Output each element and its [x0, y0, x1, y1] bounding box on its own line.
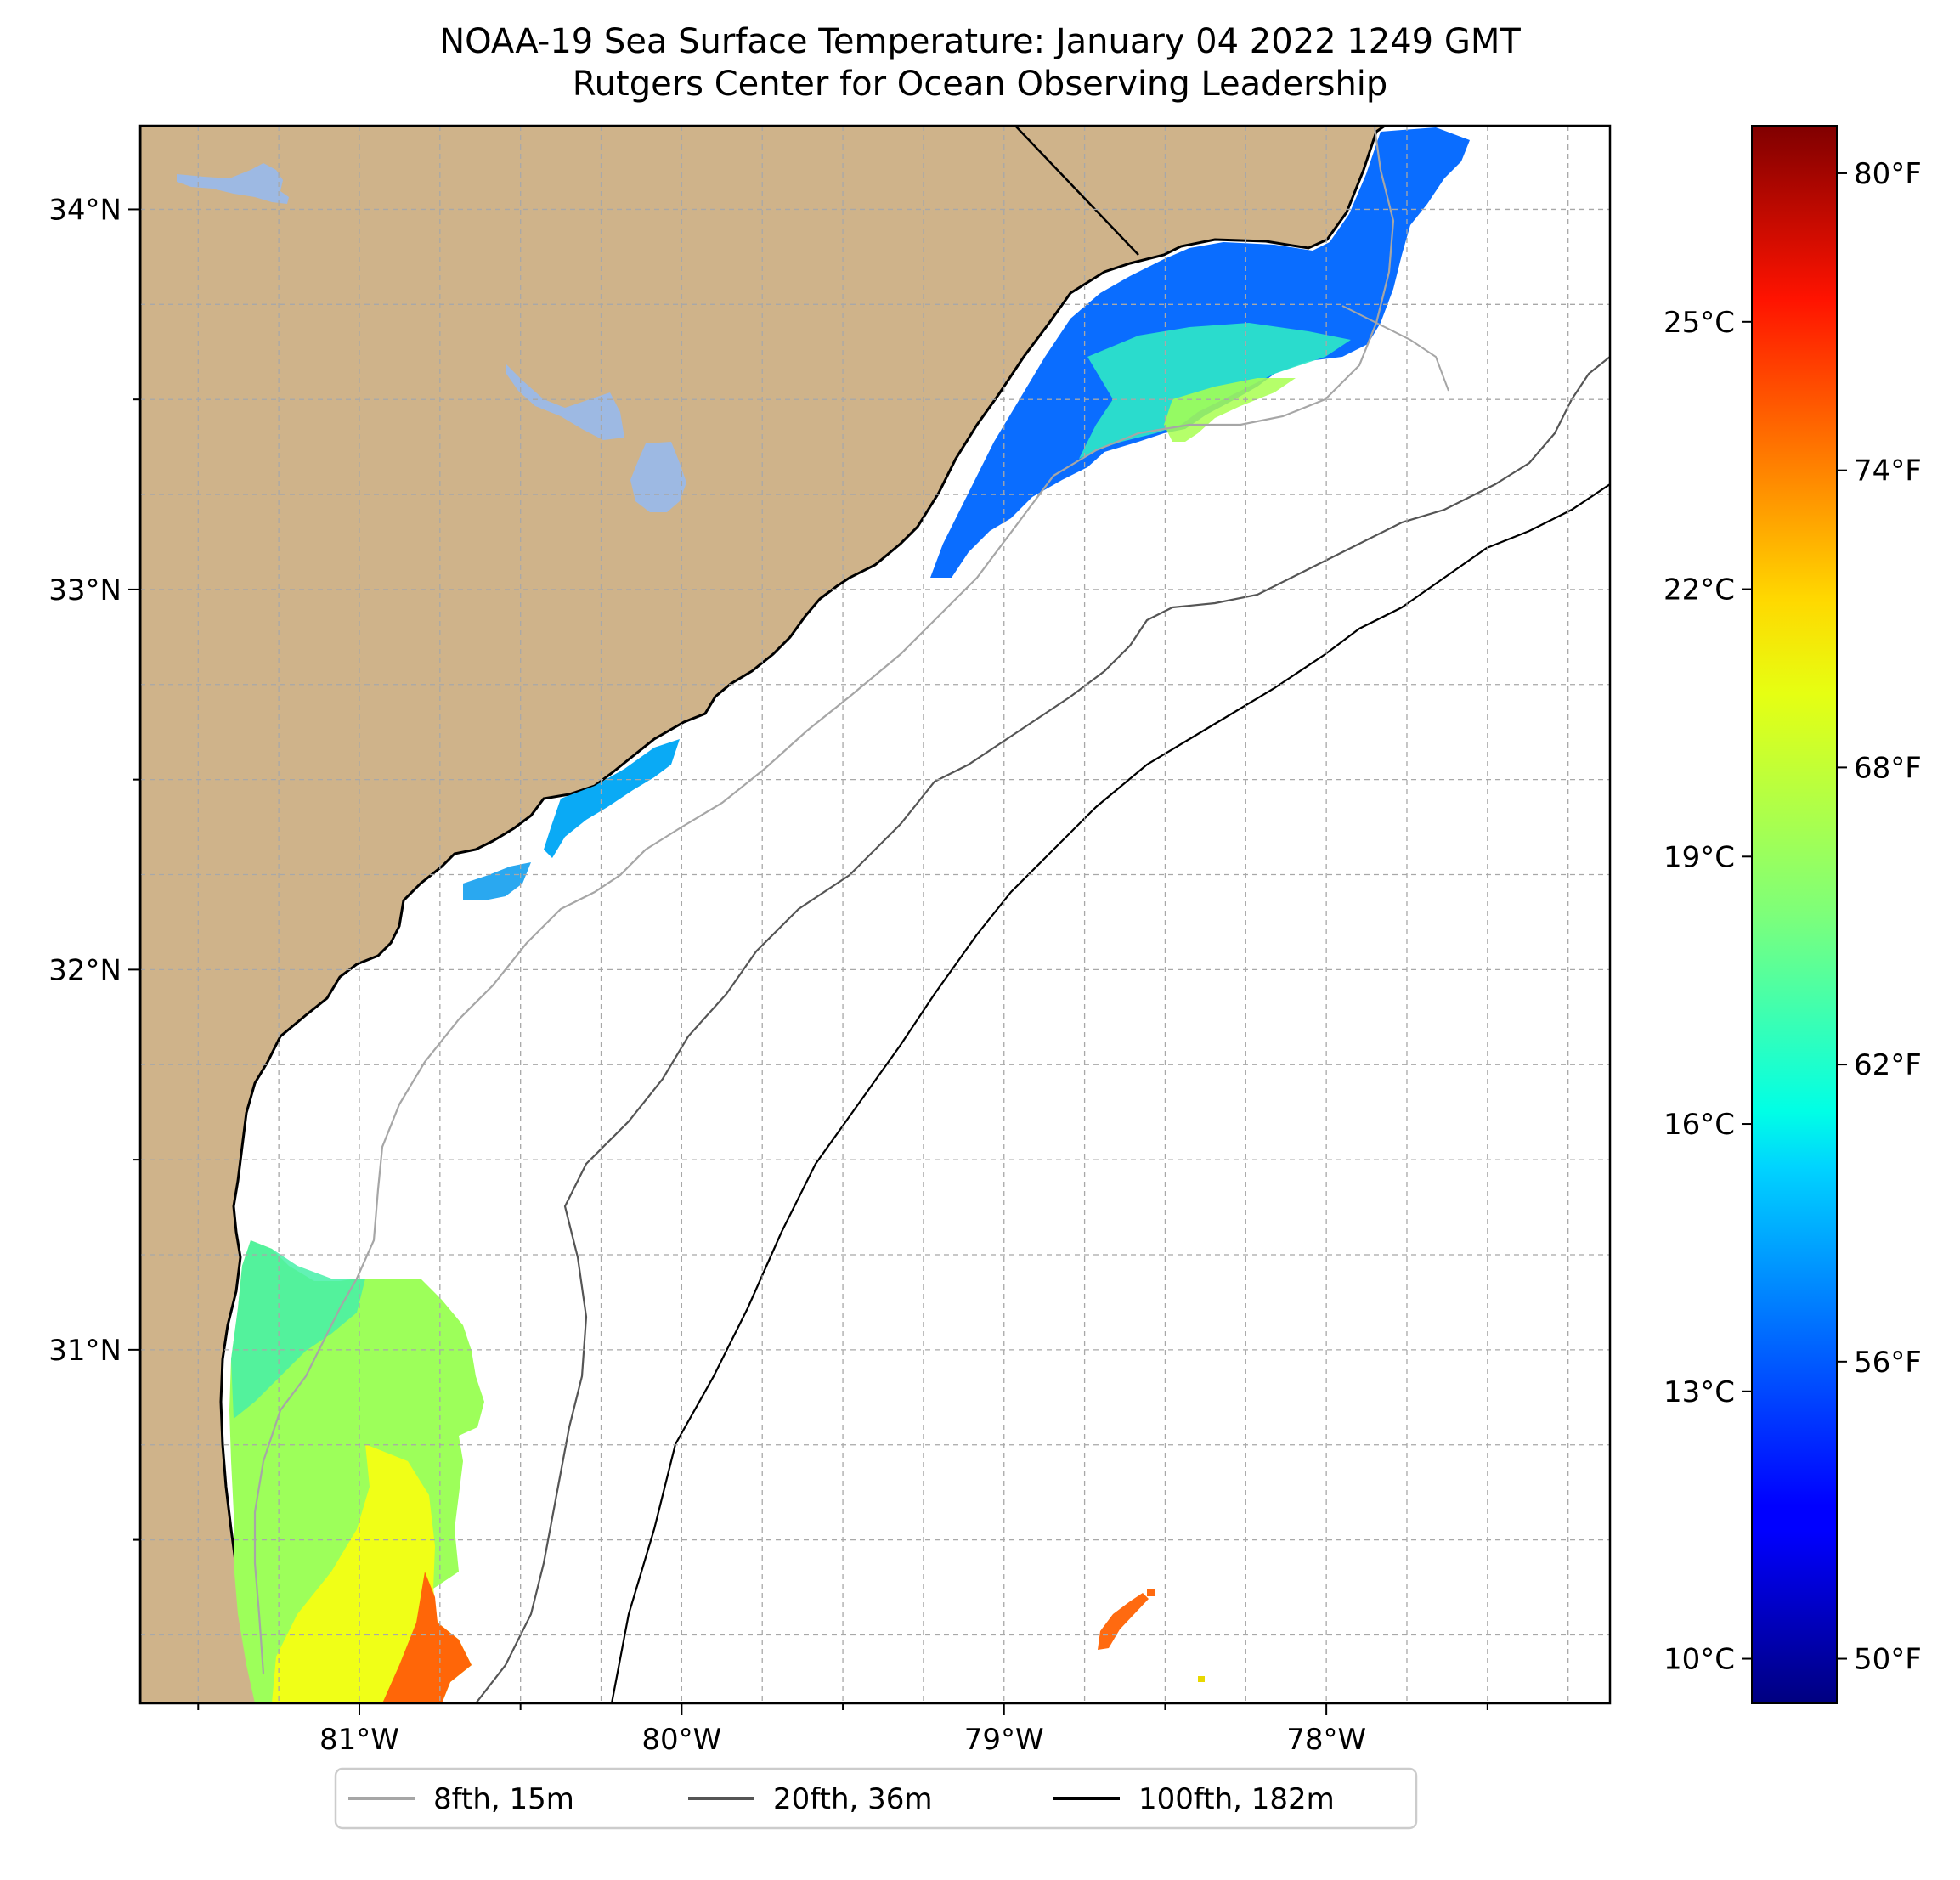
- sst-patch-beaufort: [463, 862, 531, 900]
- colorbar-celsius-label: 13°C: [1663, 1375, 1735, 1409]
- lat-axis: 31°N 32°N 33°N 34°N: [48, 193, 140, 1541]
- colorbar-fahrenheit-label: 56°F: [1854, 1346, 1922, 1380]
- legend-label: 20fth, 36m: [773, 1782, 933, 1816]
- lake-moultrie: [630, 442, 686, 512]
- colorbar-fahrenheit-label: 62°F: [1854, 1048, 1922, 1082]
- colorbar: 10°C 13°C 16°C 19°C 22°C 25°C 50°F 56°F 62°F 68°…: [1663, 125, 1922, 1704]
- sst-pixel-offshore-2: [1198, 1676, 1205, 1682]
- isobath-20fth: [475, 356, 1610, 1703]
- lat-tick-label: 33°N: [48, 573, 121, 607]
- sst-pixel-offshore: [1147, 1589, 1155, 1596]
- sst-patch-charleston: [544, 739, 680, 858]
- colorbar-fahrenheit-ticks: 50°F 56°F 62°F 68°F 74°F 80°F: [1837, 157, 1922, 1677]
- lon-tick-label: 81°W: [319, 1723, 399, 1757]
- map-subtitle: Rutgers Center for Ocean Observing Leade…: [572, 65, 1388, 104]
- legend: 8fth, 15m 20fth, 36m 100fth, 182m: [334, 1767, 1418, 1830]
- sst-data: [229, 127, 1470, 1703]
- lon-axis: 81°W 80°W 79°W 78°W: [197, 1703, 1488, 1757]
- colorbar-celsius-label: 10°C: [1663, 1643, 1735, 1677]
- legend-box: [334, 1767, 1418, 1830]
- map-title: NOAA-19 Sea Surface Temperature: January…: [439, 22, 1521, 61]
- lat-tick-label: 32°N: [48, 953, 121, 987]
- isobath-8fth: [253, 127, 1395, 1674]
- sst-patch-georgia-hot: [382, 1572, 472, 1703]
- lat-tick-label: 31°N: [48, 1334, 121, 1368]
- colorbar-celsius-label: 19°C: [1663, 840, 1735, 874]
- colorbar-gradient: [1751, 125, 1838, 1704]
- sst-patch-long-bay-warmest: [1164, 378, 1296, 442]
- lake-marion: [506, 364, 624, 440]
- map-frame: [138, 124, 1612, 1705]
- lon-tick-label: 79°W: [964, 1723, 1044, 1757]
- colorbar-fahrenheit-label: 50°F: [1854, 1643, 1922, 1677]
- northern-lake: [177, 163, 289, 204]
- lat-tick-label: 34°N: [48, 193, 121, 227]
- colorbar-fahrenheit-label: 68°F: [1854, 751, 1922, 785]
- lon-tick-label: 80°W: [641, 1723, 721, 1757]
- colorbar-fahrenheit-label: 74°F: [1854, 454, 1922, 488]
- isobath-8fth-cape: [1341, 305, 1449, 392]
- isobath-100fth: [610, 483, 1610, 1703]
- map-gridlines: [140, 126, 1610, 1703]
- sst-patch-georgia-cool: [231, 1240, 365, 1419]
- colorbar-celsius-ticks: 10°C 13°C 16°C 19°C 22°C 25°C: [1663, 306, 1752, 1677]
- sst-patch-offshore: [1098, 1593, 1149, 1650]
- colorbar-fahrenheit-label: 80°F: [1854, 157, 1922, 191]
- land: [140, 126, 1387, 1703]
- colorbar-celsius-label: 16°C: [1663, 1108, 1735, 1142]
- colorbar-celsius-label: 22°C: [1663, 573, 1735, 607]
- colorbar-celsius-label: 25°C: [1663, 306, 1735, 340]
- map-area: [140, 126, 1610, 1703]
- legend-label: 8fth, 15m: [433, 1782, 574, 1816]
- lon-tick-label: 78°W: [1286, 1723, 1366, 1757]
- legend-label: 100fth, 182m: [1138, 1782, 1335, 1816]
- state-boundary: [1014, 126, 1139, 256]
